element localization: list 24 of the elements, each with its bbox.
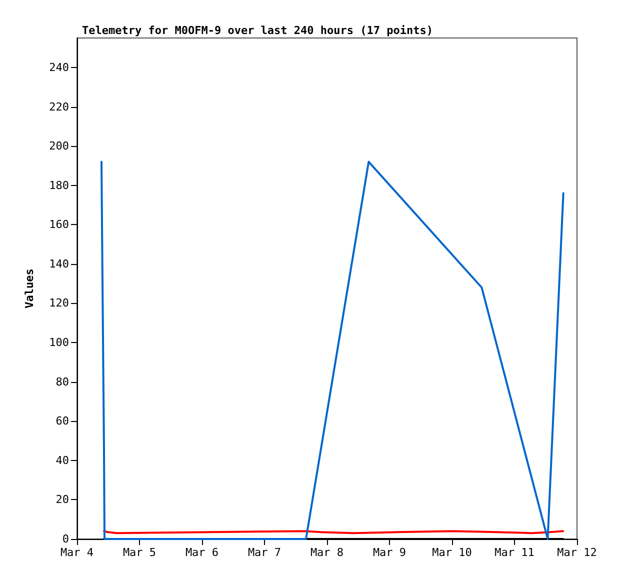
x-tick-label: Mar 8 — [310, 546, 344, 559]
y-axis-title: Values — [23, 268, 36, 308]
chart-title: Telemetry for M0OFM-9 over last 240 hours (17 points) — [82, 24, 433, 37]
y-tick-label: 140 — [49, 257, 69, 270]
y-tick-label: 80 — [56, 375, 69, 388]
y-tick-label: 160 — [49, 218, 69, 232]
y-tick-label: 40 — [56, 454, 69, 467]
y-tick-label: 180 — [49, 178, 69, 192]
x-tick-label: Mar 12 — [557, 546, 597, 559]
x-tick-label: Mar 9 — [372, 546, 406, 559]
y-tick-label: 100 — [49, 336, 69, 350]
x-tick-label: Mar 4 — [60, 546, 94, 559]
y-tick-label: 0 — [62, 532, 69, 546]
y-tick-label: 200 — [49, 140, 69, 153]
x-tick-label: Mar 7 — [248, 546, 282, 559]
x-tick-label: Mar 5 — [122, 546, 156, 559]
y-tick-label: 20 — [56, 493, 69, 506]
y-tick-label: 220 — [49, 100, 69, 114]
y-tick-label: 60 — [56, 414, 69, 428]
x-tick-label: Mar 10 — [432, 546, 472, 559]
y-tick-label: 240 — [49, 60, 69, 74]
y-tick-label: 120 — [49, 296, 69, 310]
x-tick-label: Mar 6 — [185, 546, 219, 559]
x-tick-label: Mar 11 — [494, 546, 534, 559]
